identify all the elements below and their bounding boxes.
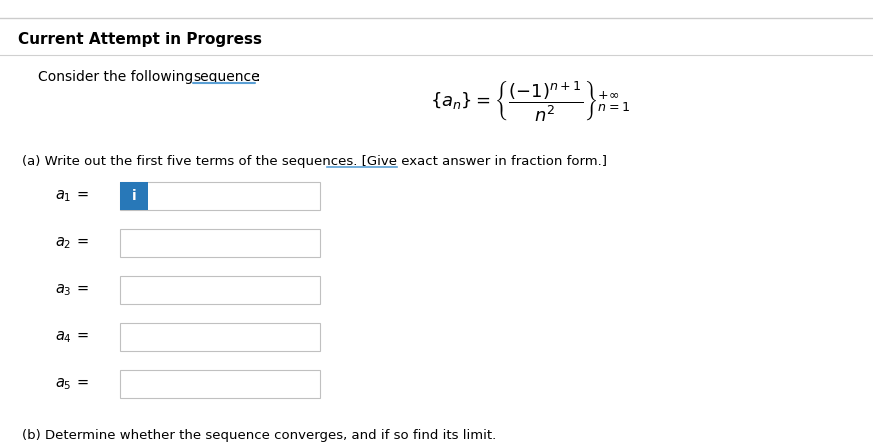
Text: Current Attempt in Progress: Current Attempt in Progress — [18, 32, 262, 47]
Text: i: i — [132, 189, 136, 203]
Text: $a_{1}\,=$: $a_{1}\,=$ — [55, 188, 89, 204]
Text: $a_{5}\,=$: $a_{5}\,=$ — [55, 376, 89, 392]
FancyBboxPatch shape — [120, 370, 320, 398]
FancyBboxPatch shape — [120, 229, 320, 257]
FancyBboxPatch shape — [120, 323, 320, 351]
Text: $a_{3}\,=$: $a_{3}\,=$ — [55, 282, 89, 298]
Text: $a_{4}\,=$: $a_{4}\,=$ — [55, 329, 89, 345]
Text: $\{a_n\} = \left\{ \dfrac{(-1)^{n+1}}{n^2} \right\}_{n=1}^{+\infty}$: $\{a_n\} = \left\{ \dfrac{(-1)^{n+1}}{n^… — [430, 78, 630, 123]
Text: (b) Determine whether the sequence converges, and if so find its limit.: (b) Determine whether the sequence conve… — [22, 429, 496, 442]
FancyBboxPatch shape — [120, 182, 148, 210]
FancyBboxPatch shape — [120, 276, 320, 304]
FancyBboxPatch shape — [120, 182, 320, 210]
Text: sequence: sequence — [193, 70, 259, 84]
Text: Consider the following: Consider the following — [38, 70, 193, 84]
Text: $a_{2}\,=$: $a_{2}\,=$ — [55, 235, 89, 251]
Text: :: : — [255, 70, 259, 84]
Text: (a) Write out the first five terms of the sequences. [Give exact answer in fract: (a) Write out the first five terms of th… — [22, 155, 607, 168]
